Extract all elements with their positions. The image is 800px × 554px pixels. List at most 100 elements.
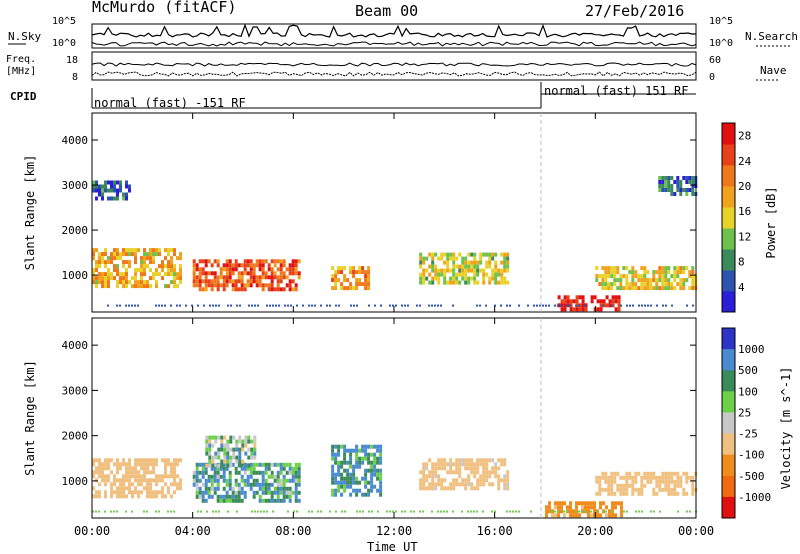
power-echo-cell — [204, 275, 208, 280]
velocity-echo-cell — [334, 456, 338, 461]
velocity-echo-cell — [285, 478, 289, 483]
velocity-speckle — [473, 510, 475, 513]
velocity-echo-cell — [101, 474, 104, 479]
power-echo-cell — [658, 270, 662, 275]
power-echo-cell — [255, 259, 259, 264]
power-echo-cell — [104, 260, 107, 265]
power-echo-cell — [264, 259, 268, 264]
power-echo-cell — [92, 184, 95, 189]
power-echo-cell — [210, 287, 214, 292]
velocity-echo-cell — [201, 466, 205, 471]
velocity-echo-cell — [340, 472, 344, 477]
power-echo-cell — [122, 252, 125, 257]
velocity-echo-cell — [622, 483, 626, 488]
velocity-echo-cell — [497, 482, 501, 487]
power-echo-cell — [628, 270, 632, 275]
velocity-y-axis-label: Slant Range [km] — [23, 360, 37, 476]
power-echo-cell — [494, 276, 498, 281]
velocity-speckle — [431, 510, 433, 513]
power-echo-cell — [670, 188, 674, 192]
velocity-echo-cell — [670, 479, 674, 484]
power-colorbar-frame — [721, 122, 736, 313]
velocity-echo-cell — [134, 486, 137, 491]
velocity-echo-cell — [216, 486, 220, 491]
power-echo-cell — [364, 270, 368, 275]
power-echo-cell — [204, 259, 208, 264]
velocity-echo-cell — [229, 459, 233, 464]
power-echo-cell — [140, 268, 143, 273]
velocity-echo-cell — [214, 451, 218, 456]
freq-unit-label: [MHz] — [6, 66, 37, 77]
power-echo-cell — [198, 275, 202, 280]
velocity-echo-cell — [246, 474, 250, 479]
power-echo-cell — [140, 276, 143, 281]
velocity-echo-cell — [226, 463, 230, 468]
velocity-echo-cell — [240, 490, 244, 495]
velocity-echo-cell — [237, 470, 241, 475]
power-echo-cell — [610, 286, 614, 291]
power-speckle — [686, 304, 688, 307]
power-echo-cell — [228, 259, 232, 264]
velocity-echo-cell — [467, 478, 471, 483]
power-echo-cell — [173, 264, 176, 269]
velocity-echo-cell — [273, 498, 277, 503]
velocity-echo-cell — [337, 448, 341, 453]
velocity-echo-cell — [270, 482, 274, 487]
power-echo-cell — [131, 252, 134, 257]
velocity-speckle — [467, 510, 469, 513]
velocity-echo-cell — [610, 471, 614, 476]
velocity-echo-cell — [146, 458, 149, 463]
power-speckle — [218, 304, 220, 307]
power-echo-cell — [494, 272, 498, 277]
power-echo-cell — [113, 196, 116, 201]
velocity-echo-cell — [376, 472, 380, 477]
velocity-echo-cell — [158, 478, 161, 483]
velocity-echo-cell — [358, 448, 362, 453]
power-echo-cell — [107, 272, 110, 277]
velocity-echo-cell — [270, 470, 274, 475]
power-echo-cell — [285, 267, 289, 272]
velocity-echo-cell — [119, 466, 122, 471]
power-speckle — [254, 304, 256, 307]
power-echo-cell — [676, 270, 680, 275]
power-speckle — [476, 304, 478, 307]
velocity-echo-cell — [548, 505, 551, 510]
velocity-speckle — [410, 510, 412, 513]
power-echo-cell — [352, 266, 356, 271]
power-echo-cell — [581, 307, 585, 312]
power-echo-cell — [637, 278, 641, 283]
velocity-echo-cell — [476, 482, 480, 487]
velocity-echo-cell — [622, 487, 626, 492]
velocity-echo-cell — [379, 468, 383, 473]
power-echo-cell — [616, 286, 620, 291]
velocity-echo-cell — [213, 474, 217, 479]
velocity-echo-cell — [679, 475, 683, 480]
power-echo-cell — [494, 260, 498, 265]
power-echo-cell — [458, 280, 462, 285]
power-echo-cell — [479, 268, 483, 273]
velocity-echo-cell — [352, 448, 356, 453]
velocity-echo-cell — [210, 494, 214, 499]
power-echo-cell — [670, 192, 674, 196]
power-echo-cell — [655, 286, 659, 291]
power-echo-cell — [608, 303, 612, 308]
velocity-echo-cell — [204, 466, 208, 471]
power-echo-cell — [667, 266, 671, 271]
power-echo-cell — [331, 274, 335, 279]
velocity-echo-cell — [152, 490, 155, 495]
power-echo-cell — [128, 252, 131, 257]
power-echo-cell — [264, 283, 268, 288]
velocity-echo-cell — [210, 474, 214, 479]
velocity-echo-cell — [601, 487, 605, 492]
velocity-echo-cell — [276, 482, 280, 487]
power-echo-cell — [667, 286, 671, 291]
power-echo-cell — [213, 275, 217, 280]
power-echo-cell — [604, 274, 608, 279]
power-echo-cell — [101, 280, 104, 285]
velocity-speckle — [395, 510, 397, 513]
velocity-echo-cell — [343, 484, 347, 489]
power-echo-cell — [584, 307, 588, 312]
power-echo-cell — [682, 286, 686, 291]
velocity-echo-cell — [176, 482, 179, 487]
velocity-echo-cell — [252, 470, 256, 475]
